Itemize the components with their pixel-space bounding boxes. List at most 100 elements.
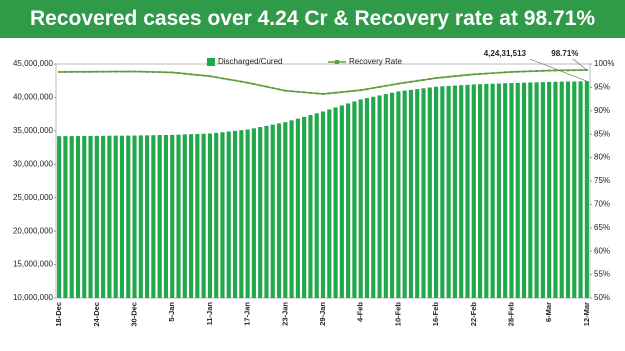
bar [490, 83, 495, 298]
line-marker [340, 91, 343, 94]
line-marker [83, 70, 86, 73]
bar [308, 115, 313, 299]
bar [371, 96, 376, 298]
line-marker [309, 91, 312, 94]
line-marker [416, 79, 419, 82]
y2-tick-label: 85% [594, 129, 610, 138]
line-marker [271, 87, 274, 90]
bar [201, 133, 206, 298]
line-marker [102, 70, 105, 73]
y2-tick-label: 90% [594, 106, 610, 115]
bar [534, 82, 539, 299]
bar [239, 130, 244, 298]
y2-tick-label: 65% [594, 223, 610, 232]
line-marker [409, 80, 412, 83]
x-tick-label: 23-Jan [280, 302, 289, 326]
bar [496, 83, 501, 299]
line-marker [190, 73, 193, 76]
line-marker [403, 81, 406, 84]
label-leader [572, 58, 588, 71]
line-marker [196, 73, 199, 76]
y-tick-label: 25,000,000 [13, 193, 54, 202]
line-marker [120, 70, 123, 73]
bar [565, 81, 571, 298]
bar [182, 134, 187, 298]
line-marker [139, 70, 142, 73]
line-marker [252, 83, 255, 86]
bar [352, 101, 357, 298]
bar [145, 135, 150, 298]
bar [559, 81, 564, 298]
line-marker [183, 72, 186, 75]
line-marker [127, 70, 130, 73]
y2-tick-label: 75% [594, 176, 610, 185]
line-marker [95, 70, 98, 73]
bar [126, 135, 131, 298]
line-marker [510, 70, 513, 73]
bar [427, 87, 432, 298]
bar [157, 135, 162, 298]
bar [383, 94, 388, 298]
bar [415, 89, 420, 298]
line-marker [158, 71, 161, 74]
x-tick-label: 17-Jan [243, 302, 252, 326]
bar [69, 136, 74, 298]
line-marker [208, 75, 211, 78]
bar [584, 81, 589, 298]
x-tick-label: 29-Jan [318, 302, 327, 326]
bar [377, 95, 382, 298]
line [59, 69, 587, 95]
chart-title: Recovered cases over 4.24 Cr & Recovery … [0, 0, 625, 38]
x-tick-label: 24-Dec [92, 302, 101, 327]
y2-tick-label: 50% [594, 293, 610, 302]
bar [176, 134, 181, 298]
line-marker [485, 72, 488, 75]
line-marker [391, 83, 394, 86]
line-marker [328, 92, 331, 95]
line-marker [152, 70, 155, 73]
line-marker [215, 76, 218, 79]
label-leader [529, 58, 587, 82]
bar [283, 122, 288, 298]
line-marker [303, 91, 306, 94]
y-tick-label: 45,000,000 [13, 59, 54, 68]
line-marker [479, 72, 482, 75]
line-marker [322, 92, 324, 95]
line-marker [353, 89, 356, 92]
bar [258, 127, 263, 298]
bar [358, 99, 363, 298]
line-marker [472, 73, 475, 76]
bar [503, 83, 508, 298]
bar [289, 120, 294, 299]
legend-label: Recovery Rate [349, 57, 402, 66]
bar [119, 135, 125, 298]
x-tick-label: 16-Feb [431, 302, 440, 327]
x-tick-label: 5-Jan [167, 302, 176, 322]
bar [226, 131, 231, 298]
y-tick-label: 10,000,000 [13, 293, 54, 302]
line-marker [441, 76, 444, 79]
line-marker [114, 70, 117, 73]
bar [302, 116, 307, 299]
bar [188, 134, 194, 298]
line-marker [384, 84, 387, 87]
bar [434, 86, 439, 298]
bar [113, 135, 118, 298]
line-marker [523, 70, 526, 73]
bar [75, 136, 81, 298]
line-marker [296, 90, 299, 93]
line-marker [171, 71, 174, 74]
bar [553, 81, 558, 298]
line-marker [529, 70, 532, 73]
y-tick-label: 35,000,000 [13, 126, 54, 135]
line-marker [453, 75, 456, 78]
line-marker [504, 71, 507, 74]
bar [251, 128, 256, 298]
bar [295, 118, 300, 298]
y2-tick-label: 95% [594, 83, 610, 92]
line-marker [460, 74, 463, 77]
y-tick-label: 15,000,000 [13, 260, 54, 269]
y-tick-label: 40,000,000 [13, 93, 54, 102]
line-marker [567, 69, 570, 72]
line-marker [259, 84, 262, 87]
